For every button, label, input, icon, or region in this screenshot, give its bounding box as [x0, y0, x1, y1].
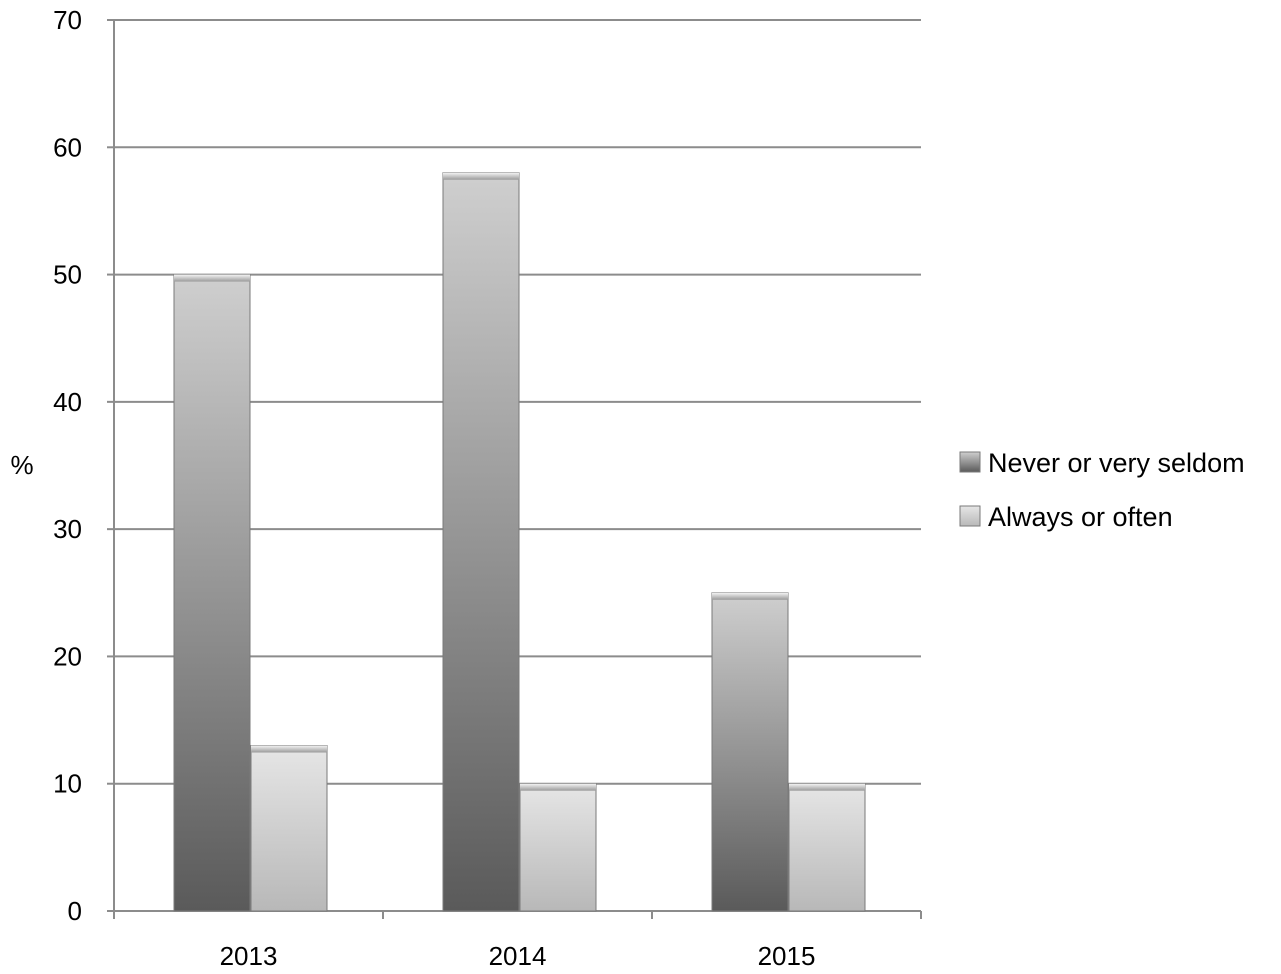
x-tick-label: 2014: [489, 941, 547, 971]
bar-cap-2015-series-0: [712, 592, 788, 600]
legend-swatch-1: [959, 505, 981, 527]
bar-2013-series-0: [173, 274, 251, 912]
bar-cap-2014-series-1: [520, 783, 596, 791]
bar-cap-2014-series-0: [443, 172, 519, 180]
y-tick-label: 60: [53, 132, 82, 162]
bars: [173, 172, 866, 912]
y-tick-label: 40: [53, 387, 82, 417]
bar-2015-series-0: [711, 592, 789, 912]
x-tick-label: 2015: [758, 941, 816, 971]
x-tick-label: 2013: [220, 941, 278, 971]
legend-label-0: Never or very seldom: [988, 448, 1245, 478]
bar-cap-2013-series-1: [251, 745, 327, 753]
y-tick-label: 50: [53, 260, 82, 290]
y-tick-label: 20: [53, 641, 82, 671]
bar-cap-2015-series-1: [789, 783, 865, 791]
y-tick-label: 30: [53, 514, 82, 544]
bar-2014-series-1: [519, 783, 597, 912]
y-axis-label: %: [10, 450, 33, 480]
y-tick-label: 0: [68, 896, 82, 926]
tick-labels: 0 10 20 30 40 50 60 70 2013 2014 2015: [53, 5, 815, 971]
bar-2015-series-1: [788, 783, 866, 912]
y-tick-label: 70: [53, 5, 82, 35]
bar-2013-series-1: [250, 745, 328, 912]
y-tick-label: 10: [53, 769, 82, 799]
legend: Never or very seldom Always or often: [959, 448, 1245, 532]
bar-2014-series-0: [442, 172, 520, 912]
legend-label-1: Always or often: [988, 502, 1173, 532]
bar-cap-2013-series-0: [174, 274, 250, 282]
legend-swatch-0: [959, 451, 981, 473]
